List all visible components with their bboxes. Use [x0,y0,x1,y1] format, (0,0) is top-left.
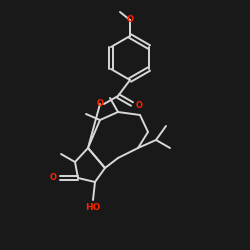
Text: O: O [126,16,134,24]
Text: O: O [136,102,142,110]
Text: O: O [50,174,56,182]
Text: HO: HO [85,202,101,211]
Text: O: O [96,100,103,108]
